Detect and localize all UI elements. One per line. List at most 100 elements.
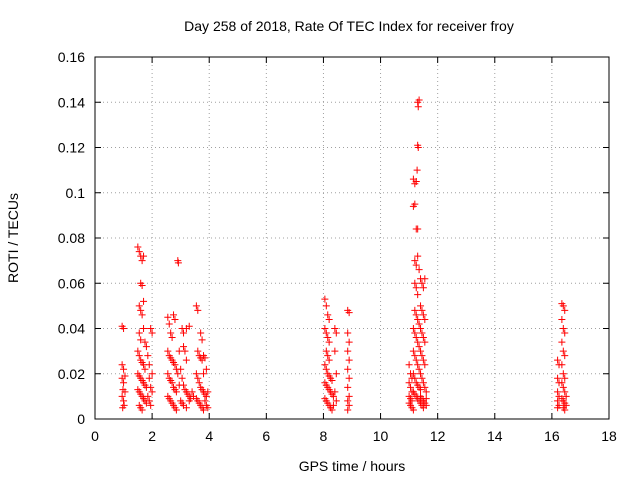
data-point <box>411 374 419 382</box>
data-point <box>204 404 212 412</box>
data-point <box>419 404 427 412</box>
data-point <box>168 334 176 342</box>
data-point <box>412 311 420 319</box>
data-point <box>419 284 427 292</box>
data-point <box>141 338 149 346</box>
data-point <box>331 388 339 396</box>
data-point <box>412 261 420 269</box>
data-point <box>194 347 202 355</box>
data-point <box>135 302 143 310</box>
data-point <box>561 388 569 396</box>
data-point <box>137 306 145 314</box>
data-point <box>414 103 422 111</box>
y-tick-label: 0.04 <box>58 321 85 337</box>
data-point <box>345 401 353 409</box>
data-point <box>118 392 126 400</box>
data-point <box>185 397 193 405</box>
data-point <box>345 356 353 364</box>
data-point <box>137 336 145 344</box>
data-point <box>201 354 209 362</box>
data-point <box>332 329 340 337</box>
data-point <box>325 338 333 346</box>
data-point <box>422 395 430 403</box>
data-point <box>120 325 128 332</box>
data-point <box>409 406 417 414</box>
data-point <box>419 379 427 387</box>
data-point <box>200 370 208 378</box>
x-tick-label: 12 <box>430 428 446 444</box>
data-point <box>172 406 180 414</box>
data-point <box>418 306 426 314</box>
data-point <box>409 347 417 355</box>
data-point <box>414 338 422 346</box>
data-point <box>324 311 332 319</box>
y-tick-label: 0.14 <box>58 94 85 110</box>
data-point <box>172 388 180 396</box>
data-point <box>148 370 156 378</box>
data-point <box>561 374 569 382</box>
data-point <box>417 347 425 355</box>
data-point <box>204 388 212 396</box>
grid-lines <box>95 57 609 419</box>
data-point <box>197 329 205 337</box>
data-point <box>421 315 429 323</box>
axis-ticks: 0 2 4 6 8 10 12 14 16 18 0 0.02 0.04 0.06 0.08 0.1 0.12 0… <box>58 49 617 444</box>
data-point <box>558 315 566 323</box>
data-point <box>192 370 200 378</box>
data-point <box>414 361 422 369</box>
data-point <box>558 361 566 369</box>
data-point <box>421 338 429 346</box>
data-point <box>344 397 352 405</box>
data-point <box>415 320 423 328</box>
data-point <box>165 320 173 328</box>
data-point <box>329 392 337 400</box>
y-tick-label: 0.16 <box>58 49 85 65</box>
data-point <box>138 257 146 265</box>
data-point <box>559 370 567 378</box>
data-point <box>419 311 427 319</box>
x-tick-label: 10 <box>373 428 389 444</box>
data-point <box>344 406 352 414</box>
data-point <box>194 306 202 314</box>
data-point <box>411 306 419 314</box>
data-point <box>419 334 427 342</box>
data-point <box>140 252 148 260</box>
data-point <box>144 392 152 400</box>
data-point <box>332 370 340 378</box>
data-point <box>344 347 352 355</box>
data-point <box>164 370 172 378</box>
data-point <box>321 325 329 332</box>
data-point <box>181 347 189 355</box>
data-point <box>559 347 567 355</box>
data-point <box>421 361 429 369</box>
data-point <box>414 144 422 151</box>
data-point <box>145 397 153 405</box>
data-point <box>202 392 210 400</box>
data-points <box>118 96 570 414</box>
data-point <box>147 325 155 332</box>
data-point <box>148 388 156 396</box>
data-point <box>415 96 423 104</box>
data-point <box>201 397 209 405</box>
data-point <box>409 370 417 378</box>
data-point <box>331 347 339 355</box>
data-point <box>422 388 430 396</box>
data-point <box>324 352 332 360</box>
data-point <box>121 372 129 380</box>
data-point <box>182 404 190 412</box>
y-tick-label: 0 <box>77 411 85 427</box>
y-axis-title: ROTI / TECUs <box>5 193 21 283</box>
data-point <box>138 282 146 290</box>
data-point <box>345 374 353 382</box>
data-point <box>411 329 419 337</box>
data-point <box>331 325 339 332</box>
data-point <box>328 406 336 414</box>
data-point <box>167 329 175 337</box>
y-tick-label: 0.1 <box>66 185 86 201</box>
data-point <box>561 329 569 337</box>
data-point <box>407 383 415 391</box>
data-point <box>177 365 185 373</box>
data-point <box>414 291 422 299</box>
data-point <box>417 302 425 310</box>
data-point <box>135 248 143 256</box>
